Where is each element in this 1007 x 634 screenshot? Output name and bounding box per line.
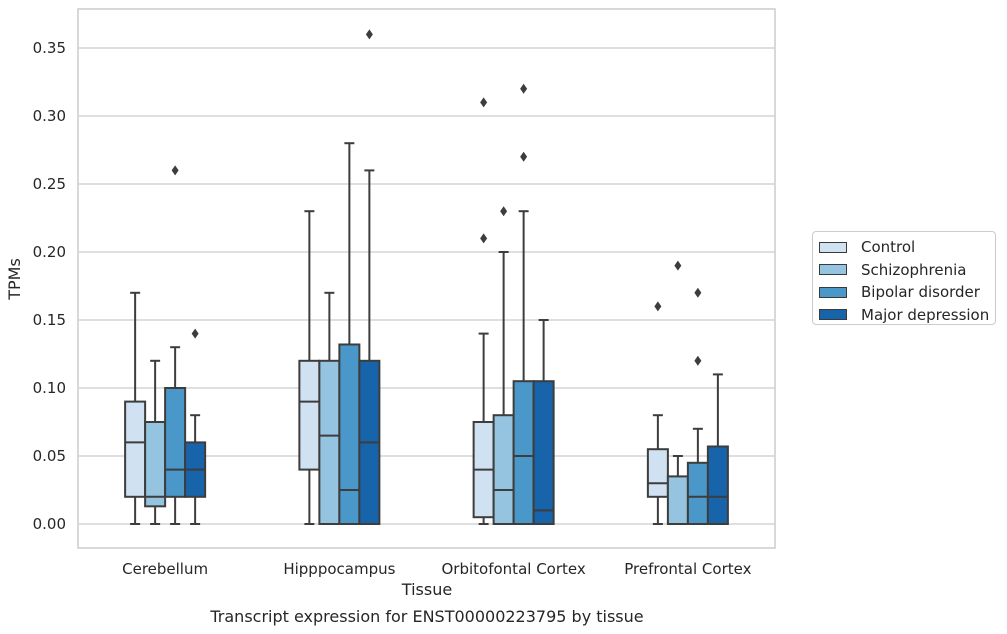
box-body xyxy=(338,343,361,526)
y-tick-label: 0.15 xyxy=(33,311,66,329)
box-body xyxy=(666,475,689,525)
outlier-point xyxy=(694,355,702,366)
box-body xyxy=(124,400,147,498)
y-axis-label: TPMs xyxy=(5,258,24,301)
box-body xyxy=(492,414,515,526)
outlier-point xyxy=(654,301,662,312)
outlier-point xyxy=(674,260,682,271)
legend-swatch xyxy=(819,309,847,321)
x-tick-label: Orbitofontal Cortex xyxy=(442,560,586,578)
box-0-1 xyxy=(144,359,167,525)
boxes xyxy=(124,29,729,526)
box-3-3 xyxy=(706,373,729,526)
box-0-3 xyxy=(184,328,207,525)
box-1-3 xyxy=(358,29,381,525)
outlier-point xyxy=(171,165,179,176)
x-tick-label: Hipppocampus xyxy=(283,560,395,578)
box-body xyxy=(298,359,321,471)
outlier-point xyxy=(480,233,488,244)
legend-item: Major depression xyxy=(819,304,995,327)
legend-label: Schizophrenia xyxy=(861,260,967,279)
outlier-point xyxy=(191,328,199,339)
legend: Control Schizophrenia Bipolar disorder Majo… xyxy=(812,231,996,325)
box-3-1 xyxy=(666,260,689,525)
outlier-point xyxy=(480,97,488,108)
box-0-0 xyxy=(124,291,147,525)
box-body xyxy=(646,448,669,498)
y-tick-label: 0.20 xyxy=(33,243,66,261)
box-body xyxy=(512,380,535,526)
legend-swatch xyxy=(819,264,847,276)
legend-label: Bipolar disorder xyxy=(861,283,980,302)
chart-title: Transcript expression for ENST0000022379… xyxy=(209,607,643,626)
x-axis-label: Tissue xyxy=(401,580,452,599)
plot-area-frame xyxy=(77,8,776,549)
y-tick-label: 0.25 xyxy=(33,175,66,193)
legend-item: Schizophrenia xyxy=(819,259,995,282)
box-body xyxy=(164,387,187,498)
box-2-2 xyxy=(512,83,535,526)
box-body xyxy=(144,421,167,508)
outlier-point xyxy=(694,287,702,298)
y-tick-label: 0.10 xyxy=(33,379,66,397)
legend-swatch xyxy=(819,241,847,253)
box-2-0 xyxy=(472,97,495,525)
outlier-point xyxy=(365,29,373,40)
legend-swatch xyxy=(819,286,847,298)
x-axis-ticks: Cerebellum Hipppocampus Orbitofontal Corte… xyxy=(122,560,751,578)
outlier-point xyxy=(520,83,528,94)
box-3-0 xyxy=(646,301,669,525)
outlier-point xyxy=(500,206,508,217)
x-tick-label: Cerebellum xyxy=(122,560,208,578)
box-0-2 xyxy=(164,165,187,525)
box-body xyxy=(532,380,555,526)
box-1-0 xyxy=(298,210,321,525)
box-2-1 xyxy=(492,206,515,526)
legend-item: Control xyxy=(819,236,995,259)
y-tick-label: 0.30 xyxy=(33,107,66,125)
box-1-1 xyxy=(318,291,341,525)
outlier-point xyxy=(520,151,528,162)
box-body xyxy=(318,359,341,525)
y-axis-ticks: 0.00 0.05 0.10 0.15 0.20 0.25 0.30 0.35 xyxy=(33,39,66,533)
y-tick-label: 0.05 xyxy=(33,447,66,465)
box-3-2 xyxy=(686,287,709,525)
y-tick-label: 0.35 xyxy=(33,39,66,57)
box-2-3 xyxy=(532,319,555,526)
box-1-2 xyxy=(338,142,361,526)
box-body xyxy=(706,445,729,526)
legend-label: Control xyxy=(861,238,916,257)
legend-label: Major depression xyxy=(861,305,990,324)
legend-item: Bipolar disorder xyxy=(819,281,995,304)
x-tick-label: Prefrontal Cortex xyxy=(624,560,751,578)
y-tick-label: 0.00 xyxy=(33,515,66,533)
box-body xyxy=(686,461,709,525)
